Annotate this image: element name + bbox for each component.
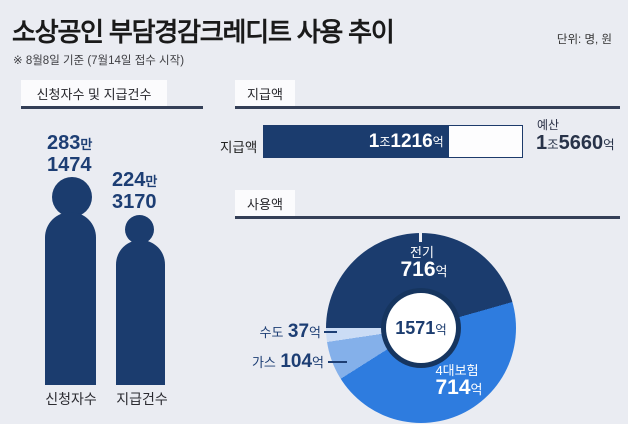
person-icon-body-applicants [45, 212, 96, 385]
person-icon-head-applicants [52, 177, 92, 217]
water-callout: 수도 37억 [259, 321, 321, 342]
gas-callout: 가스 104억 [251, 351, 324, 372]
paid-bar-fill: 1 조 1216 억 [264, 126, 449, 157]
counts-panel-underline [21, 106, 203, 109]
slice-value-electric: 716억 [400, 258, 448, 281]
unit-note: 단위: 명, 원 [556, 34, 612, 46]
budget-amount: 1조5660억 [536, 132, 615, 154]
applicants-label: 신청자수 [45, 391, 97, 407]
person-icon-head-payments [125, 215, 154, 244]
slice-label-electric: 전기 [410, 245, 434, 260]
paid-bar: 1 조 1216 억 [263, 125, 523, 158]
slice-value-insurance: 714억 [435, 376, 483, 399]
donut-start-notch [419, 233, 422, 242]
paid-panel-underline [235, 106, 620, 109]
payments-value: 224만 3170 [112, 169, 158, 213]
water-callout-line [324, 331, 337, 334]
payments-label: 지급건수 [116, 391, 168, 407]
paid-panel-header: 지급액 [235, 80, 295, 106]
applicants-value: 283만 1474 [47, 132, 93, 176]
usage-donut-chart: 1571 억 [326, 233, 516, 423]
usage-panel-underline [235, 216, 620, 219]
gas-callout-line [328, 361, 347, 364]
paid-bar-label: 지급액 [220, 140, 258, 155]
slice-label-insurance: 4대보험 [435, 363, 479, 378]
usage-panel-header: 사용액 [235, 190, 295, 216]
page-title: 소상공인 부담경감크레디트 사용 추이 [12, 17, 395, 47]
date-note: ※ 8월8일 기준 (7월14일 접수 시작) [13, 55, 185, 67]
donut-center: 1571 억 [386, 293, 456, 363]
budget-label: 예산 [537, 118, 560, 132]
counts-panel-header: 신청자수 및 지급건수 [21, 80, 167, 106]
person-icon-body-payments [116, 240, 165, 385]
